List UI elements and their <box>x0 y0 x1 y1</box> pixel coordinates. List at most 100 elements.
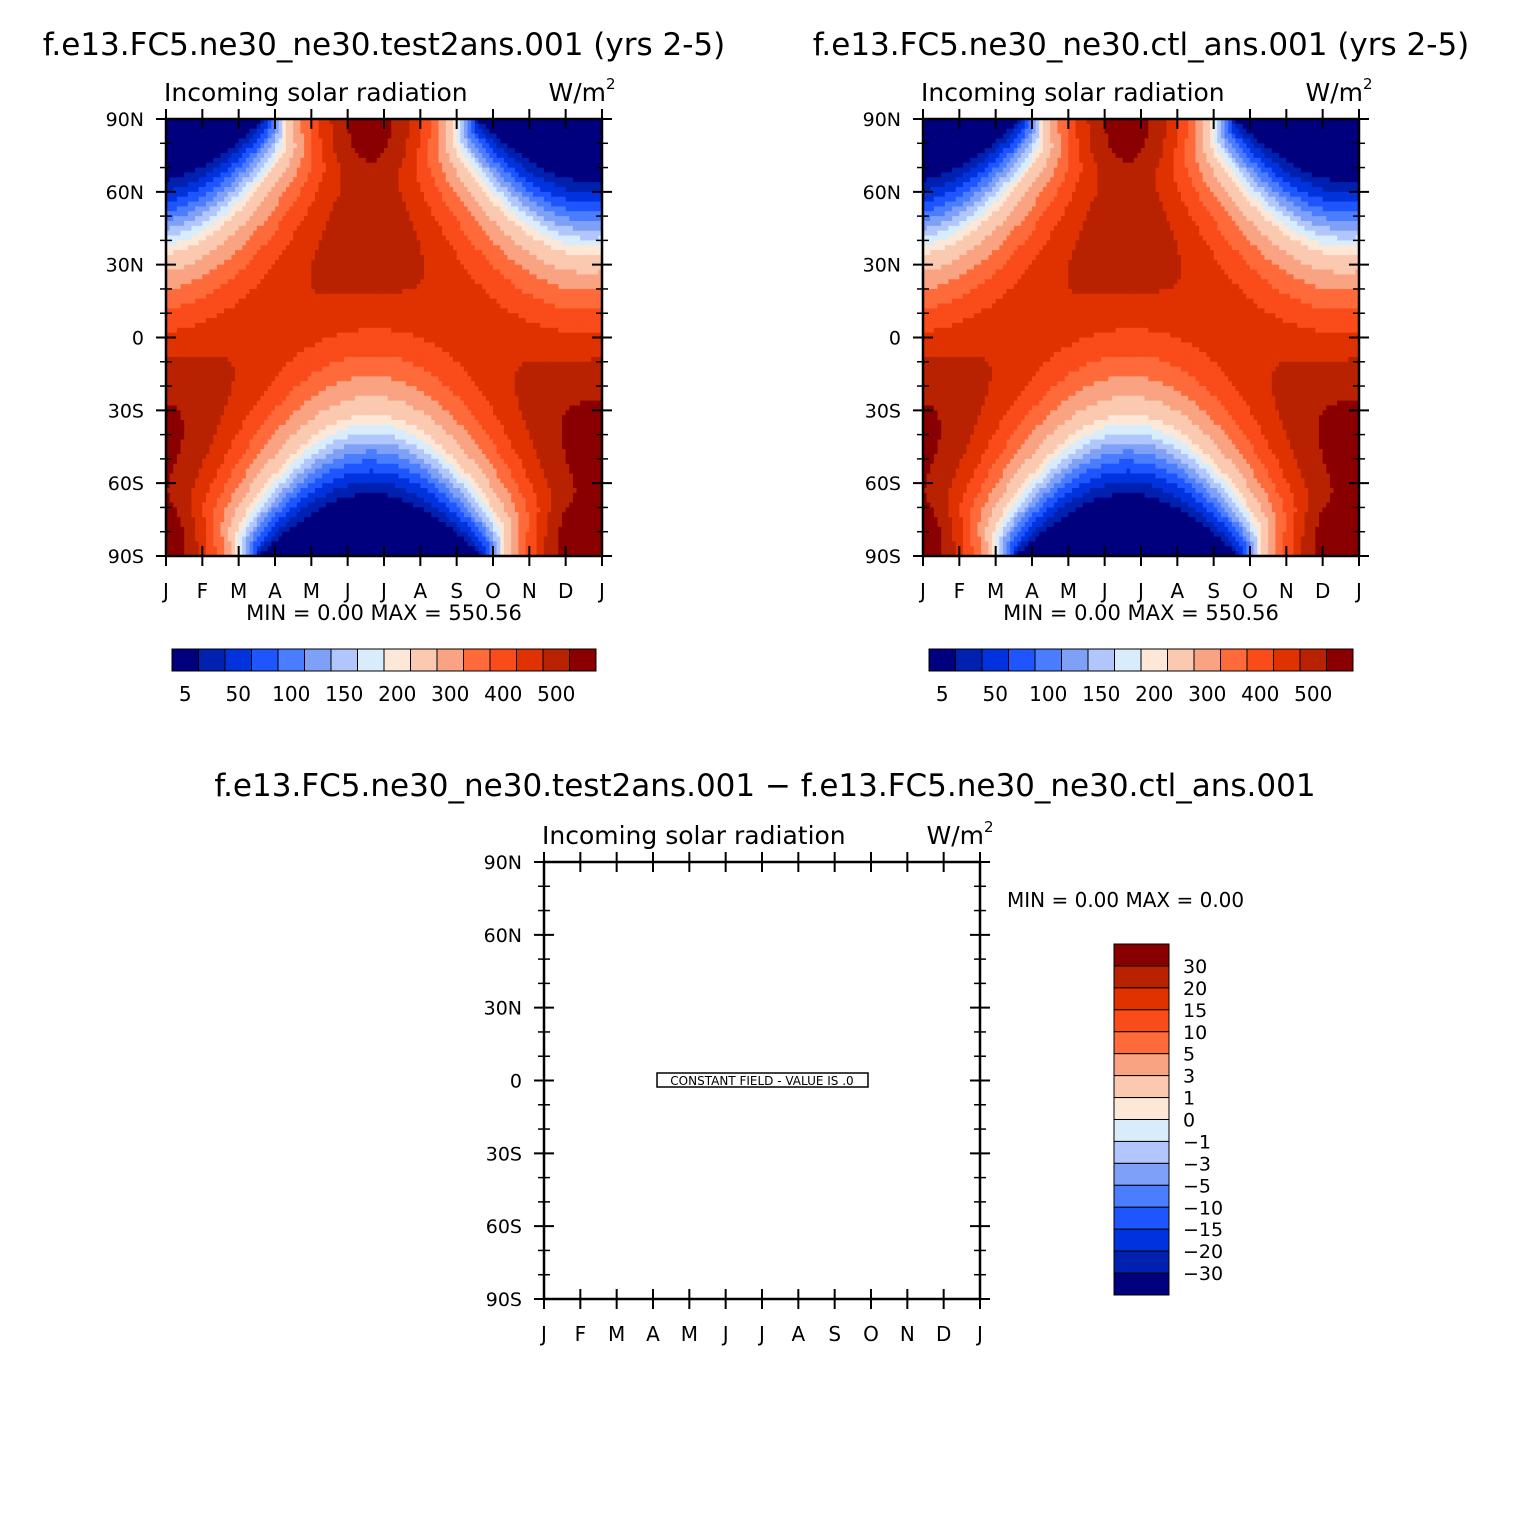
field-cell <box>199 498 203 503</box>
field-cell <box>304 138 308 143</box>
field-cell <box>315 410 319 415</box>
field-cell <box>333 483 337 488</box>
field-cell <box>293 333 297 338</box>
field-cell <box>304 410 308 415</box>
field-cell <box>199 153 203 158</box>
field-cell <box>279 202 283 207</box>
field-cell <box>260 197 264 202</box>
field-cell <box>257 342 261 347</box>
field-cell <box>228 192 232 197</box>
field-cell <box>170 206 174 211</box>
field-cell <box>250 206 254 211</box>
field-cell <box>286 425 290 430</box>
field-cell <box>228 211 232 216</box>
field-cell <box>181 284 185 289</box>
field-cell <box>351 439 355 444</box>
field-cell <box>195 226 199 231</box>
field-cell <box>286 532 290 537</box>
field-cell <box>195 410 199 415</box>
field-cell <box>337 129 341 134</box>
field-cell <box>213 134 217 139</box>
field-cell <box>170 134 174 139</box>
field-cell <box>231 270 235 275</box>
field-cell <box>348 410 352 415</box>
field-cell <box>282 270 286 275</box>
field-cell <box>260 313 264 318</box>
field-cell <box>340 289 344 294</box>
field-cell <box>348 129 352 134</box>
field-cell <box>304 274 308 279</box>
field-cell <box>359 236 363 241</box>
field-cell <box>290 401 294 406</box>
field-cell <box>181 488 185 493</box>
field-cell <box>177 236 181 241</box>
field-cell <box>181 206 185 211</box>
field-cell <box>293 469 297 474</box>
field-cell <box>184 221 188 226</box>
field-cell <box>362 148 366 153</box>
field-cell <box>257 187 261 192</box>
field-cell <box>250 352 254 357</box>
field-cell <box>319 304 323 309</box>
field-cell <box>213 202 217 207</box>
field-cell <box>311 182 315 187</box>
field-cell <box>228 405 232 410</box>
field-cell <box>297 376 301 381</box>
field-cell <box>311 430 315 435</box>
field-cell <box>297 299 301 304</box>
field-cell <box>293 352 297 357</box>
field-cell <box>253 129 257 134</box>
field-cell <box>311 323 315 328</box>
field-cell <box>228 250 232 255</box>
field-cell <box>235 192 239 197</box>
field-cell <box>177 401 181 406</box>
field-cell <box>340 420 344 425</box>
field-cell <box>264 211 268 216</box>
field-cell <box>213 410 217 415</box>
field-cell <box>279 449 283 454</box>
field-cell <box>246 420 250 425</box>
field-cell <box>264 163 268 168</box>
field-cell <box>275 469 279 474</box>
field-cell <box>319 415 323 420</box>
field-cell <box>340 333 344 338</box>
field-cell <box>199 138 203 143</box>
field-cell <box>242 158 246 163</box>
field-cell <box>181 255 185 260</box>
field-cell <box>264 517 268 522</box>
field-cell <box>308 313 312 318</box>
field-cell <box>326 546 330 551</box>
field-cell <box>311 405 315 410</box>
field-cell <box>271 469 275 474</box>
field-cell <box>181 410 185 415</box>
field-cell <box>228 333 232 338</box>
field-cell <box>210 532 214 537</box>
field-cell <box>206 405 210 410</box>
field-cell <box>282 323 286 328</box>
field-cell <box>268 304 272 309</box>
field-cell <box>351 381 355 386</box>
field-cell <box>206 197 210 202</box>
field-cell <box>228 236 232 241</box>
field-cell <box>188 454 192 459</box>
field-cell <box>188 168 192 173</box>
field-cell <box>304 187 308 192</box>
field-cell <box>337 226 341 231</box>
field-cell <box>181 478 185 483</box>
field-cell <box>177 415 181 420</box>
field-cell <box>224 517 228 522</box>
field-cell <box>253 182 257 187</box>
field-cell <box>195 182 199 187</box>
field-cell <box>246 226 250 231</box>
field-cell <box>257 158 261 163</box>
field-cell <box>333 134 337 139</box>
field-cell <box>333 124 337 129</box>
field-cell <box>348 177 352 182</box>
field-cell <box>308 129 312 134</box>
field-cell <box>279 265 283 270</box>
field-cell <box>242 143 246 148</box>
field-cell <box>239 362 243 367</box>
field-cell <box>231 415 235 420</box>
field-cell <box>322 381 326 386</box>
field-cell <box>340 260 344 265</box>
